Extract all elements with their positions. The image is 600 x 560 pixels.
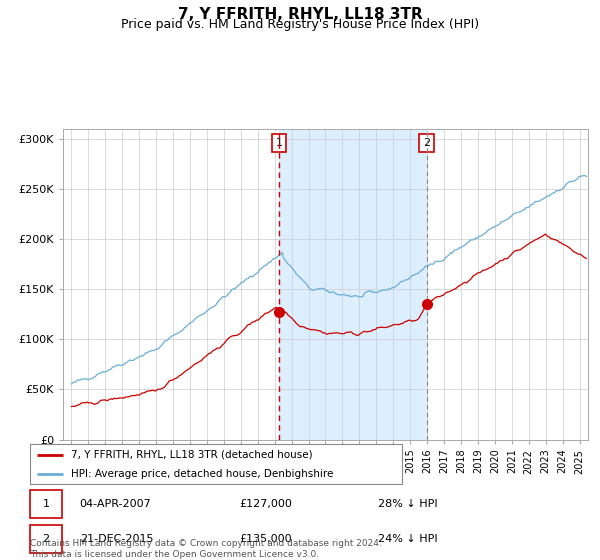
- Text: HPI: Average price, detached house, Denbighshire: HPI: Average price, detached house, Denb…: [71, 469, 333, 478]
- Text: £127,000: £127,000: [240, 499, 293, 509]
- Text: 28% ↓ HPI: 28% ↓ HPI: [378, 499, 437, 509]
- Text: Price paid vs. HM Land Registry's House Price Index (HPI): Price paid vs. HM Land Registry's House …: [121, 18, 479, 31]
- Text: 2: 2: [43, 534, 50, 544]
- FancyBboxPatch shape: [30, 444, 402, 484]
- Text: £135,000: £135,000: [240, 534, 292, 544]
- Bar: [279, 129, 427, 440]
- Text: 04-APR-2007: 04-APR-2007: [80, 499, 151, 509]
- Text: 21-DEC-2015: 21-DEC-2015: [80, 534, 153, 544]
- Text: 7, Y FFRITH, RHYL, LL18 3TR: 7, Y FFRITH, RHYL, LL18 3TR: [178, 7, 422, 22]
- Text: 24% ↓ HPI: 24% ↓ HPI: [378, 534, 437, 544]
- Text: Contains HM Land Registry data © Crown copyright and database right 2024.
This d: Contains HM Land Registry data © Crown c…: [30, 539, 382, 559]
- Text: 1: 1: [43, 499, 50, 509]
- FancyBboxPatch shape: [30, 525, 62, 553]
- Text: 2: 2: [423, 138, 430, 148]
- FancyBboxPatch shape: [30, 490, 62, 518]
- Text: 1: 1: [275, 138, 283, 148]
- Text: 7, Y FFRITH, RHYL, LL18 3TR (detached house): 7, Y FFRITH, RHYL, LL18 3TR (detached ho…: [71, 450, 313, 460]
